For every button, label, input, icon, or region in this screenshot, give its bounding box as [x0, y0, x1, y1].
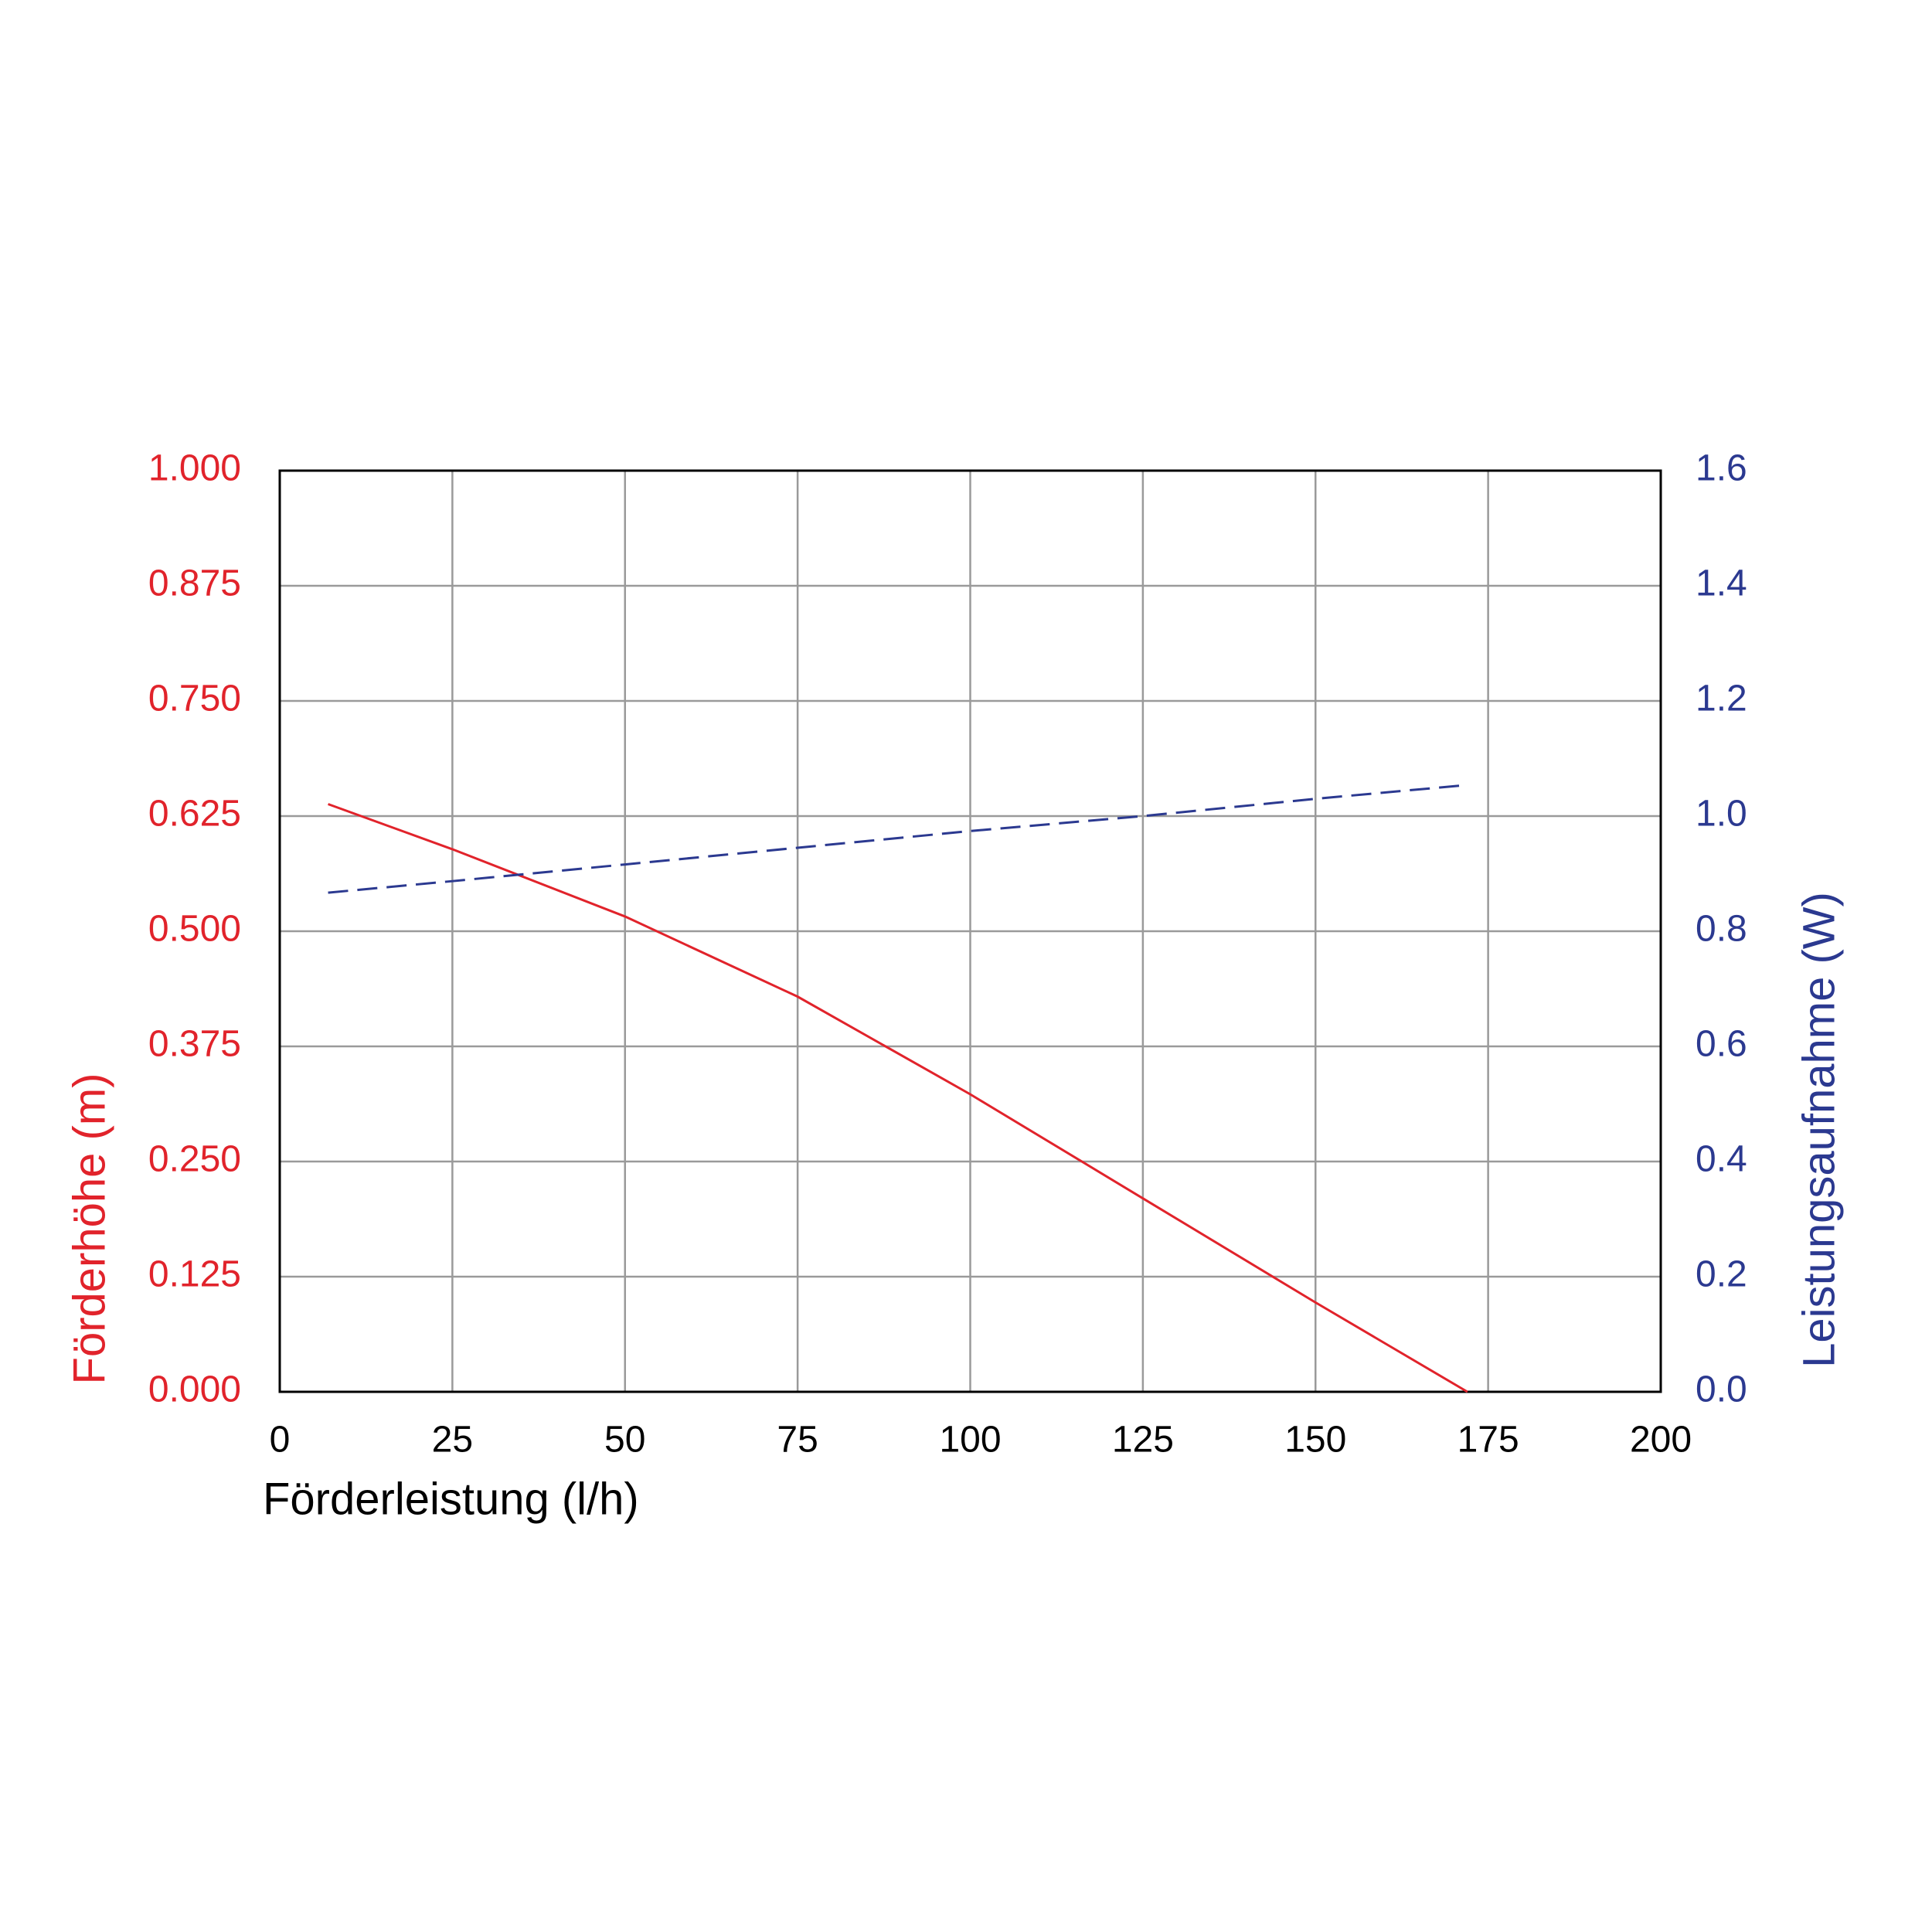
series-line: [328, 803, 1468, 1393]
y2-tick-label: 0.4: [1696, 1139, 1747, 1180]
y2-tick-label: 1.4: [1696, 563, 1747, 604]
x-tick-label: 100: [939, 1420, 1001, 1461]
y2-tick-label: 1.6: [1696, 448, 1747, 489]
x-tick-label: 75: [777, 1420, 818, 1461]
y-tick-label: 0.500: [148, 909, 241, 950]
y2-axis-label: Leistungsaufnahme (W): [1794, 892, 1844, 1368]
y-tick-label: 0.375: [148, 1024, 241, 1065]
x-tick-label: 25: [432, 1420, 473, 1461]
series-line: [328, 784, 1468, 894]
y2-tick-label: 0.8: [1696, 909, 1747, 950]
x-tick-label: 0: [270, 1420, 291, 1461]
y-axis-label: Förderhöhe (m): [64, 1073, 114, 1385]
y-tick-label: 1.000: [148, 448, 241, 489]
y-tick-label: 0.125: [148, 1254, 241, 1295]
y-tick-label: 0.875: [148, 563, 241, 604]
x-axis-label: Förderleistung (l/h): [263, 1474, 639, 1524]
plot-frame: [278, 469, 1662, 1393]
y-tick-label: 0.625: [148, 794, 241, 835]
y2-tick-label: 1.0: [1696, 794, 1747, 835]
y2-tick-label: 1.2: [1696, 679, 1747, 719]
y-tick-label: 0.250: [148, 1139, 241, 1180]
x-tick-label: 150: [1284, 1420, 1346, 1461]
y2-tick-label: 0.0: [1696, 1369, 1747, 1410]
y-tick-label: 0.000: [148, 1369, 241, 1410]
x-tick-label: 175: [1458, 1420, 1519, 1461]
y-tick-label: 0.750: [148, 679, 241, 719]
x-tick-label: 125: [1112, 1420, 1174, 1461]
y2-tick-label: 0.6: [1696, 1024, 1747, 1065]
x-tick-label: 50: [604, 1420, 645, 1461]
x-tick-label: 200: [1630, 1420, 1692, 1461]
y2-tick-label: 0.2: [1696, 1254, 1747, 1295]
